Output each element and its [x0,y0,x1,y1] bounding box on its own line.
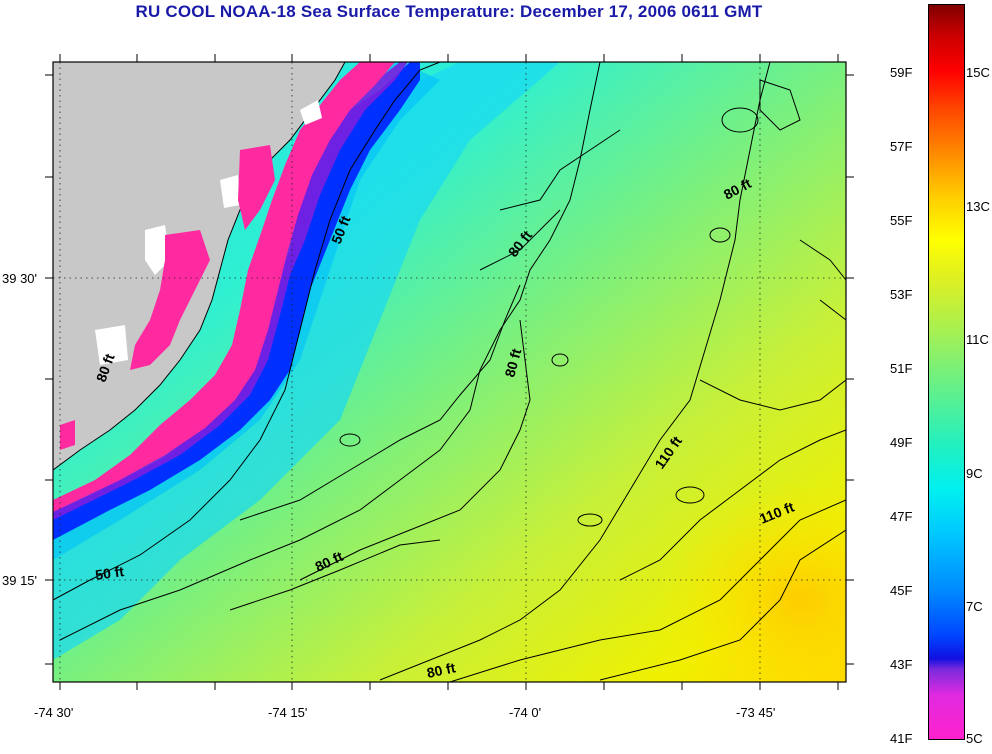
colorbar-f-label: 59F [890,65,913,80]
bay-area [238,145,275,230]
x-tick-label: -74 0' [509,705,541,720]
map-field [53,62,846,682]
graticule [53,62,846,682]
no-data-patch [300,100,322,125]
colorbar-f-label: 45F [890,583,913,598]
colorbar-f-label: 43F [890,657,913,672]
tick-marks [45,54,854,690]
map-frame [52,61,847,683]
x-tick-label: -74 15' [268,705,307,720]
purple-strip [53,62,408,520]
warm-patch [660,480,846,682]
colorbar-f-label: 41F [890,731,913,746]
no-data-patch [220,175,240,208]
contour-label: 50 ft [94,563,125,583]
y-tick-label: 39 15' [2,573,37,588]
magenta-fringe [53,62,395,512]
x-tick-label: -74 30' [34,705,73,720]
temperature-colorbar [928,4,965,740]
depth-contours [53,62,846,682]
no-data-patch [95,325,128,365]
colorbar-f-label: 57F [890,139,913,154]
bay-area [60,420,75,450]
bay-area [130,230,210,370]
cool-band [53,62,560,660]
y-tick-label: 39 30' [2,271,37,286]
colorbar-c-label: 15C [966,65,990,80]
colorbar-f-label: 49F [890,435,913,450]
contour-label: 80 ft [501,347,524,379]
contour-label: 80 ft [425,659,457,681]
colorbar-f-label: 55F [890,213,913,228]
cold-strip [53,62,420,540]
colorbar-c-label: 7C [966,599,983,614]
x-tick-label: -73 45' [736,705,775,720]
colorbar-f-label: 51F [890,361,913,376]
colorbar-c-label: 5C [966,731,983,746]
colorbar-c-label: 11C [966,332,989,347]
map-title: RU COOL NOAA-18 Sea Surface Temperature:… [135,2,763,21]
colorbar-f-label: 47F [890,509,913,524]
no-data-patch [145,225,170,275]
colorbar-c-label: 13C [966,199,990,214]
colorbar-f-label: 53F [890,287,913,302]
colorbar-c-label: 9C [966,466,983,481]
